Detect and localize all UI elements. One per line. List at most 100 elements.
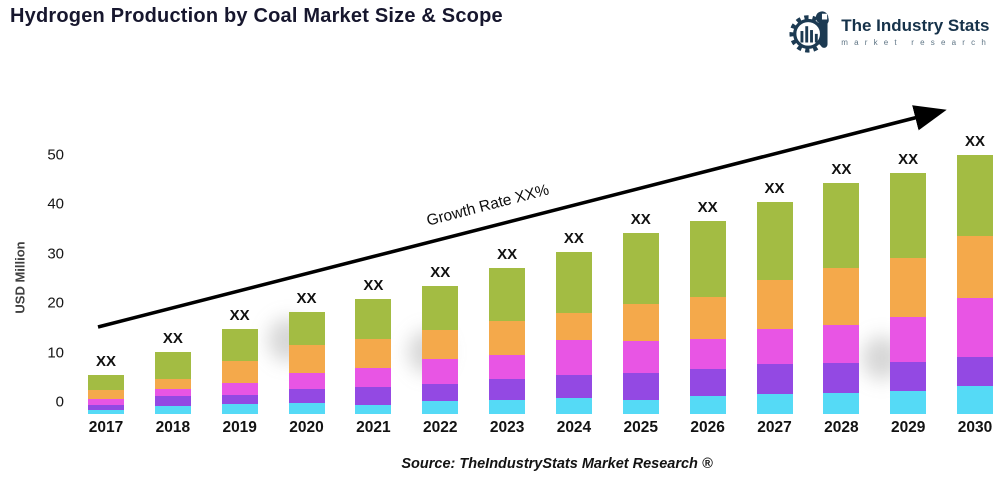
bar-segment-series-1[interactable] <box>756 393 793 414</box>
bar-segment-series-2[interactable] <box>88 405 124 410</box>
y-tick-label-0: 0 <box>55 393 64 411</box>
bar-segment-series-5[interactable] <box>489 268 526 322</box>
stacked-bar-2030[interactable] <box>957 155 994 414</box>
bar-segment-series-4[interactable] <box>355 338 392 369</box>
bar-segment-series-3[interactable] <box>154 388 191 396</box>
bar-segment-series-5[interactable] <box>622 233 659 305</box>
bar-segment-series-4[interactable] <box>890 258 927 317</box>
x-tick-label-2017: 2017 <box>88 419 124 436</box>
bar-segment-series-5[interactable] <box>422 286 459 331</box>
bar-segment-series-3[interactable] <box>88 399 124 406</box>
bar-segment-series-3[interactable] <box>555 340 592 376</box>
stacked-bar-2018[interactable] <box>154 352 191 414</box>
bar-segment-series-2[interactable] <box>288 389 325 404</box>
bar-segment-series-5[interactable] <box>88 375 124 391</box>
bar-segment-series-2[interactable] <box>154 395 191 406</box>
bar-segment-series-1[interactable] <box>355 404 392 414</box>
stacked-bar-2024[interactable] <box>555 251 592 414</box>
bar-segment-series-1[interactable] <box>957 386 994 414</box>
stacked-bar-2017[interactable] <box>88 375 124 414</box>
stacked-bar-2023[interactable] <box>489 268 526 414</box>
bar-segment-series-3[interactable] <box>957 298 994 357</box>
bar-segment-series-5[interactable] <box>957 155 994 237</box>
x-tick-label-2022: 2022 <box>423 419 458 436</box>
bar-segment-series-5[interactable] <box>890 173 927 259</box>
bar-segment-series-2[interactable] <box>957 356 994 387</box>
bar-segment-series-3[interactable] <box>756 329 793 365</box>
bar-segment-series-4[interactable] <box>756 279 793 330</box>
bar-segment-series-3[interactable] <box>489 354 526 379</box>
stacked-bar-2021[interactable] <box>355 298 392 414</box>
bar-segment-series-2[interactable] <box>555 375 592 399</box>
bar-segment-series-3[interactable] <box>288 373 325 390</box>
bar-segment-series-1[interactable] <box>689 395 726 414</box>
bar-segment-series-1[interactable] <box>154 405 191 414</box>
stacked-bar-2027[interactable] <box>756 201 793 414</box>
stacked-bar-2025[interactable] <box>622 233 659 414</box>
bar-segment-series-5[interactable] <box>555 251 592 313</box>
bar-segment-series-2[interactable] <box>756 364 793 394</box>
bar-segment-series-4[interactable] <box>823 268 860 326</box>
bar-segment-series-1[interactable] <box>890 390 927 414</box>
bar-segment-series-5[interactable] <box>756 201 793 280</box>
bar-segment-series-1[interactable] <box>422 400 459 414</box>
stacked-bar-2022[interactable] <box>422 286 459 414</box>
bar-segment-series-4[interactable] <box>957 236 994 299</box>
bar-segment-series-3[interactable] <box>221 383 258 396</box>
y-tick-label-50: 50 <box>47 146 64 164</box>
bar-segment-series-1[interactable] <box>489 400 526 414</box>
brand-logo[interactable]: The Industry Stats market research <box>789 8 992 54</box>
bar-segment-series-4[interactable] <box>422 330 459 360</box>
bar-segment-series-1[interactable] <box>221 404 258 414</box>
bar-segment-series-5[interactable] <box>823 182 860 269</box>
bar-segment-series-4[interactable] <box>288 345 325 374</box>
bar-segment-series-4[interactable] <box>689 297 726 340</box>
stacked-bar-2020[interactable] <box>288 312 325 414</box>
bar-segment-series-2[interactable] <box>622 373 659 401</box>
x-tick-label-2023: 2023 <box>489 419 525 436</box>
bar-segment-series-5[interactable] <box>689 220 726 298</box>
bar-value-label-2030: XX <box>965 133 986 151</box>
bar-segment-series-2[interactable] <box>221 395 258 405</box>
bar-segment-series-3[interactable] <box>422 359 459 385</box>
bar-segment-series-3[interactable] <box>355 368 392 388</box>
bar-segment-series-4[interactable] <box>489 321 526 355</box>
logo-wrench-icon <box>816 11 829 48</box>
x-tick-label-2028: 2028 <box>824 419 859 436</box>
bar-segment-series-2[interactable] <box>489 378 526 401</box>
bar-segment-series-3[interactable] <box>823 325 860 363</box>
bar-segment-series-4[interactable] <box>88 390 124 400</box>
bar-value-label-2026: XX <box>697 198 718 216</box>
bar-segment-series-1[interactable] <box>288 403 325 414</box>
brand-name: The Industry Stats <box>841 15 990 35</box>
stacked-bar-2019[interactable] <box>221 329 258 414</box>
bar-segment-series-1[interactable] <box>88 409 124 414</box>
bar-segment-series-1[interactable] <box>823 392 860 414</box>
bar-segment-series-5[interactable] <box>288 312 325 346</box>
bar-segment-series-2[interactable] <box>355 387 392 405</box>
bar-segment-series-2[interactable] <box>689 369 726 396</box>
page-title: Hydrogen Production by Coal Market Size … <box>10 5 503 27</box>
bar-segment-series-2[interactable] <box>890 361 927 391</box>
stacked-bar-2028[interactable] <box>823 182 860 414</box>
bar-segment-series-2[interactable] <box>422 384 459 401</box>
bar-segment-series-3[interactable] <box>622 341 659 374</box>
bar-segment-series-1[interactable] <box>555 398 592 414</box>
logo-bars-icon <box>800 26 818 43</box>
stacked-bar-2026[interactable] <box>689 220 726 415</box>
bar-segment-series-4[interactable] <box>555 312 592 341</box>
bar-segment-series-5[interactable] <box>154 352 191 379</box>
bar-segment-series-5[interactable] <box>355 298 392 339</box>
bar-segment-series-3[interactable] <box>890 316 927 362</box>
x-tick-label-2024: 2024 <box>556 419 592 436</box>
stacked-bar-2029[interactable] <box>890 173 927 414</box>
bar-segment-series-2[interactable] <box>823 362 860 393</box>
bar-segment-series-4[interactable] <box>221 361 258 384</box>
bar-segment-series-4[interactable] <box>622 304 659 342</box>
bar-segment-series-1[interactable] <box>622 400 659 414</box>
bar-segment-series-3[interactable] <box>689 339 726 370</box>
industry-stats-gear-wrench-icon <box>789 11 829 53</box>
bar-segment-series-5[interactable] <box>221 329 258 362</box>
bar-segment-series-4[interactable] <box>154 378 191 389</box>
